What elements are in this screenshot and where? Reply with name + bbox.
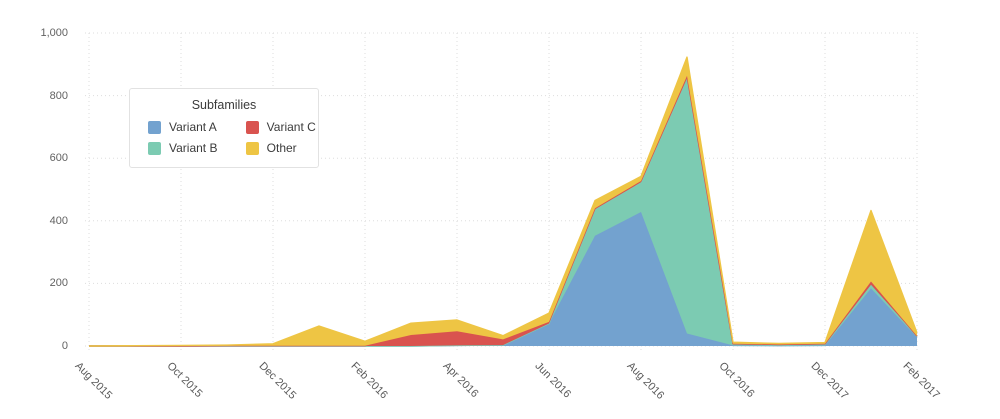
legend-item-variant-a[interactable]: Variant A bbox=[148, 121, 220, 134]
y-axis-tick-label: 0 bbox=[61, 340, 68, 352]
legend-label: Variant A bbox=[169, 120, 217, 134]
y-axis-tick-label: 400 bbox=[49, 214, 68, 227]
legend-item-variant-b[interactable]: Variant B bbox=[148, 142, 220, 155]
series-area-variant-a[interactable] bbox=[89, 212, 917, 346]
y-axis-tick-label: 200 bbox=[49, 277, 68, 290]
y-axis-tick-label: 1,000 bbox=[40, 27, 68, 39]
legend-label: Variant B bbox=[169, 141, 218, 155]
legend-swatch-variant-a bbox=[148, 121, 161, 134]
legend-swatch-variant-c bbox=[245, 121, 259, 134]
series-line-variant-a bbox=[89, 211, 918, 347]
series-area-variant-b[interactable] bbox=[89, 78, 917, 347]
legend-items: Variant A Variant B Variant C Other bbox=[130, 121, 318, 155]
legend-swatch-variant-b bbox=[148, 142, 161, 155]
y-axis-tick-label: 600 bbox=[49, 152, 68, 165]
y-axis-tick-label: 800 bbox=[49, 89, 68, 102]
legend-label: Other bbox=[266, 141, 297, 155]
series-line-other bbox=[88, 56, 918, 347]
legend-label: Variant C bbox=[266, 120, 316, 134]
legend-title: Subfamilies bbox=[191, 98, 257, 112]
legend: Subfamilies Variant A Variant B Variant C O… bbox=[129, 88, 319, 168]
legend-item-variant-c[interactable]: Variant C bbox=[245, 120, 318, 134]
legend-swatch-other bbox=[245, 142, 259, 155]
legend-item-other[interactable]: Other bbox=[245, 141, 318, 155]
